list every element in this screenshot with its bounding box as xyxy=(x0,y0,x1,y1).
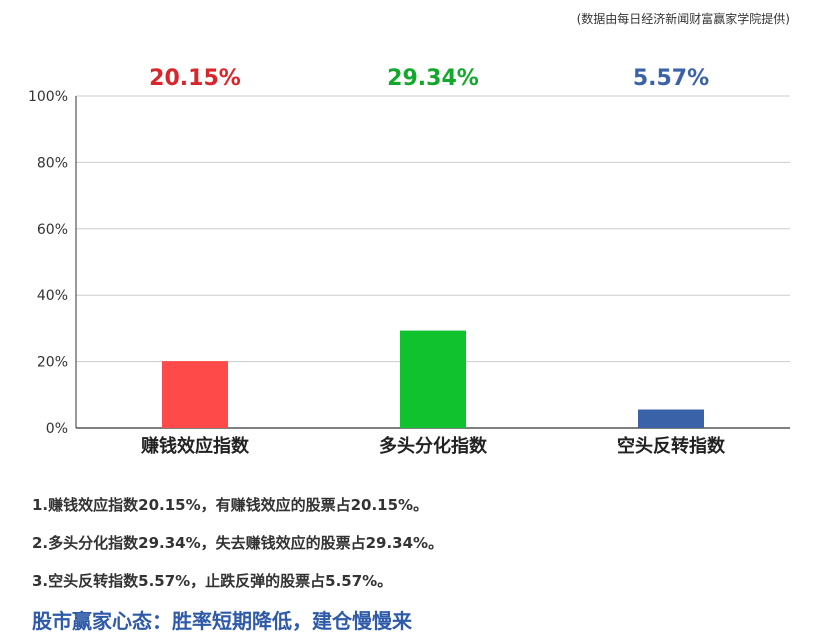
x-category-label: 多头分化指数 xyxy=(379,435,488,457)
value-label: 20.15% xyxy=(149,66,241,91)
bar-1 xyxy=(162,361,228,428)
notes-list: 1.赚钱效应指数20.15%，有赚钱效应的股票占20.15%。 2.多头分化指数… xyxy=(32,494,443,608)
note-3: 3.空头反转指数5.57%，止跌反弹的股票占5.57%。 xyxy=(32,572,393,590)
x-category-label: 空头反转指数 xyxy=(617,435,726,457)
x-category-label: 赚钱效应指数 xyxy=(140,435,250,457)
note-1: 1.赚钱效应指数20.15%，有赚钱效应的股票占20.15%。 xyxy=(32,496,429,514)
bar-2 xyxy=(400,330,466,428)
y-tick-label: 80% xyxy=(37,155,68,171)
y-tick-label: 20% xyxy=(37,355,68,371)
y-tick-label: 60% xyxy=(37,222,68,238)
bar-chart: 0% 20% 40% 60% 80% 100% 20.15% 赚钱效应指数 29.34% 多头分化… xyxy=(28,66,790,457)
y-tick-label: 100% xyxy=(28,89,68,105)
value-label: 5.57% xyxy=(633,66,709,91)
value-label: 29.34% xyxy=(387,66,479,91)
y-tick-label: 0% xyxy=(46,421,68,437)
bar-3 xyxy=(638,409,704,428)
headline: 股市赢家心态：胜率短期降低，建仓慢慢来 xyxy=(32,609,412,633)
y-tick-label: 40% xyxy=(37,288,68,304)
data-source-note: (数据由每日经济新闻财富赢家学院提供) xyxy=(576,12,790,26)
note-2: 2.多头分化指数29.34%，失去赚钱效应的股票占29.34%。 xyxy=(32,534,444,552)
